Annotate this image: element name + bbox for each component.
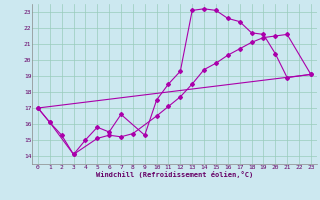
X-axis label: Windchill (Refroidissement éolien,°C): Windchill (Refroidissement éolien,°C) bbox=[96, 171, 253, 178]
